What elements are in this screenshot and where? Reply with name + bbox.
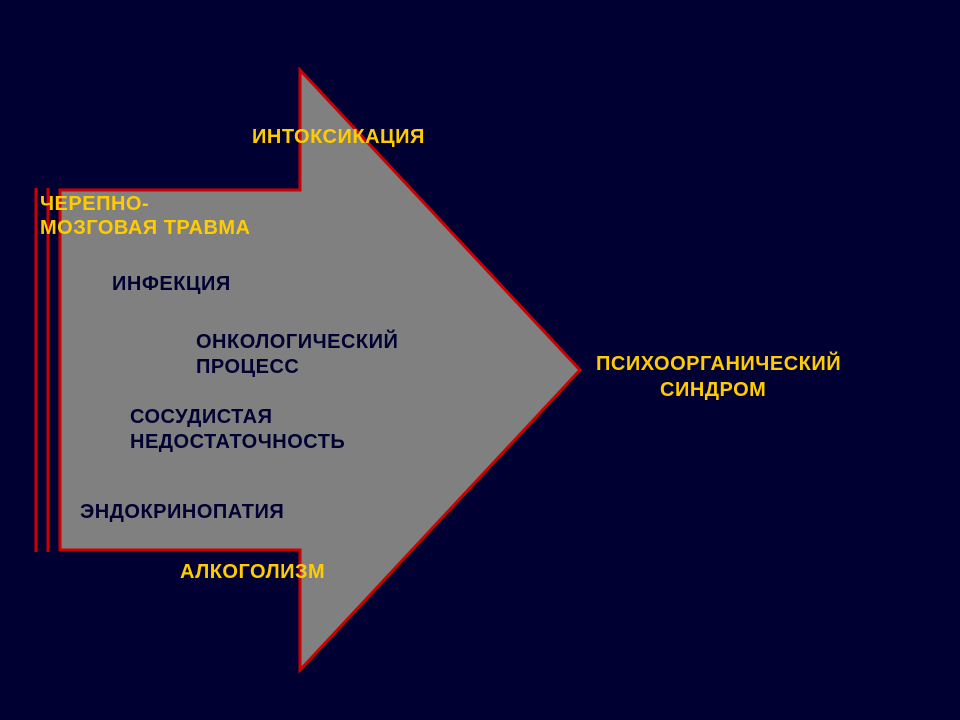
label-alcoholism: АЛКОГОЛИЗМ <box>180 560 325 585</box>
label-vasc-line2: НЕДОСТАТОЧНОСТЬ <box>130 430 345 455</box>
label-onco-line1: ОНКОЛОГИЧЕСКИЙ <box>196 330 398 355</box>
label-tbi-line1: ЧЕРЕПНО- <box>40 192 149 217</box>
label-intoxication: ИНТОКСИКАЦИЯ <box>252 125 425 150</box>
label-infection: ИНФЕКЦИЯ <box>112 272 231 297</box>
label-onco-line2: ПРОЦЕСС <box>196 355 299 380</box>
label-endocrinopathy: ЭНДОКРИНОПАТИЯ <box>80 500 284 525</box>
label-outcome-line1: ПСИХООРГАНИЧЕСКИЙ <box>596 352 841 377</box>
label-outcome-line2: СИНДРОМ <box>660 378 766 403</box>
label-tbi-line2: МОЗГОВАЯ ТРАВМА <box>40 216 251 241</box>
diagram-stage: ИНТОКСИКАЦИЯ ЧЕРЕПНО- МОЗГОВАЯ ТРАВМА ИН… <box>0 0 960 720</box>
label-vasc-line1: СОСУДИСТАЯ <box>130 405 272 430</box>
